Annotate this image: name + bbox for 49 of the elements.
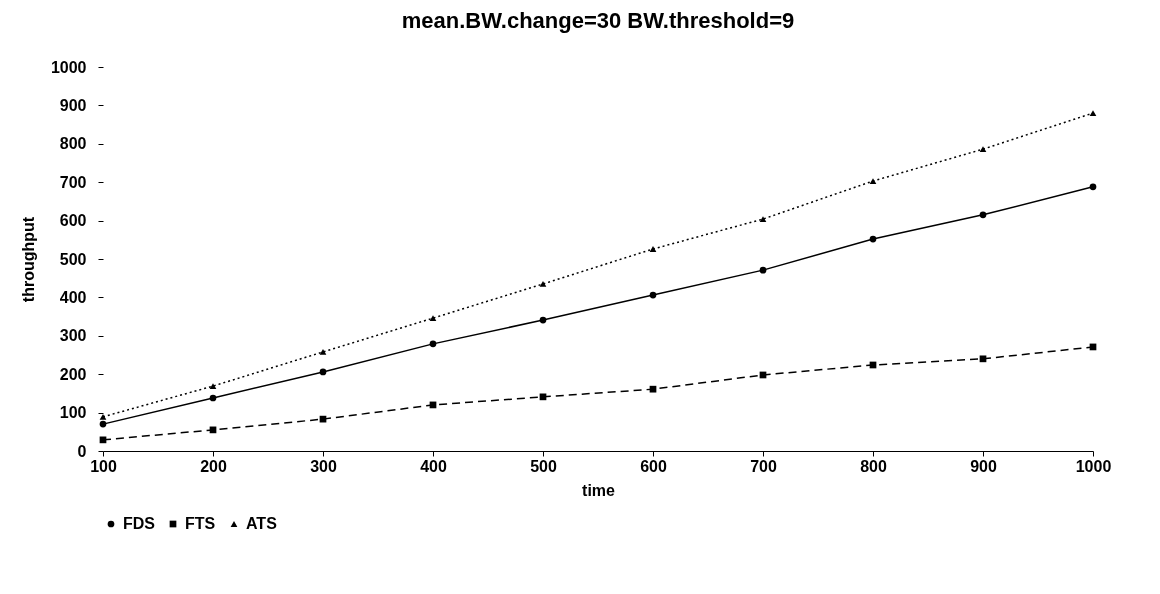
x-tick-label: 100 (90, 457, 117, 475)
x-axis-title: time (582, 481, 616, 499)
y-tick-label: 900 (59, 96, 87, 114)
point (99, 420, 107, 428)
y-tick-label: 300 (59, 327, 87, 345)
point (649, 246, 657, 252)
x-tick-label: 600 (640, 457, 667, 475)
x-tick-label: 400 (420, 457, 447, 475)
x-tick-label: 900 (970, 457, 997, 475)
point (1089, 110, 1097, 116)
y-tick-label: 200 (59, 365, 87, 383)
y-tick-label: 700 (59, 173, 87, 191)
x-tick-label: 300 (310, 457, 337, 475)
point (869, 178, 877, 184)
point (99, 413, 107, 420)
y-tick-label: 800 (59, 135, 87, 153)
x-tick-label: 500 (530, 457, 557, 475)
y-tick-label: 1000 (50, 58, 87, 76)
point (539, 281, 547, 287)
legend-label: FDS (123, 515, 156, 532)
point (319, 368, 327, 376)
point (649, 291, 657, 299)
x-tick-label: 1000 (1075, 457, 1112, 475)
point (209, 394, 217, 402)
y-tick-label: 0 (77, 442, 87, 460)
y-tick-label: 100 (59, 404, 87, 422)
y-tick-label: 500 (59, 250, 87, 268)
point (979, 146, 987, 153)
point (869, 235, 877, 243)
point (979, 211, 987, 219)
point (319, 349, 327, 355)
chart-title: mean.BW.change=30 BW.threshold=9 (401, 8, 795, 33)
x-tick-label: 700 (750, 457, 777, 475)
point (759, 266, 767, 274)
y-axis-title: throughput (19, 216, 37, 303)
point (759, 216, 767, 222)
point (429, 340, 437, 348)
point (209, 383, 217, 390)
point (979, 355, 987, 363)
point (649, 385, 657, 393)
legend-label: ATS (246, 515, 278, 532)
x-tick-label: 800 (860, 457, 887, 475)
point (1089, 183, 1097, 191)
x-tick-label: 200 (200, 457, 227, 475)
legend-label: FTS (185, 515, 216, 532)
point (539, 316, 547, 324)
point (429, 315, 437, 322)
y-tick-label: 400 (59, 288, 87, 306)
y-tick-label: 600 (59, 212, 87, 230)
